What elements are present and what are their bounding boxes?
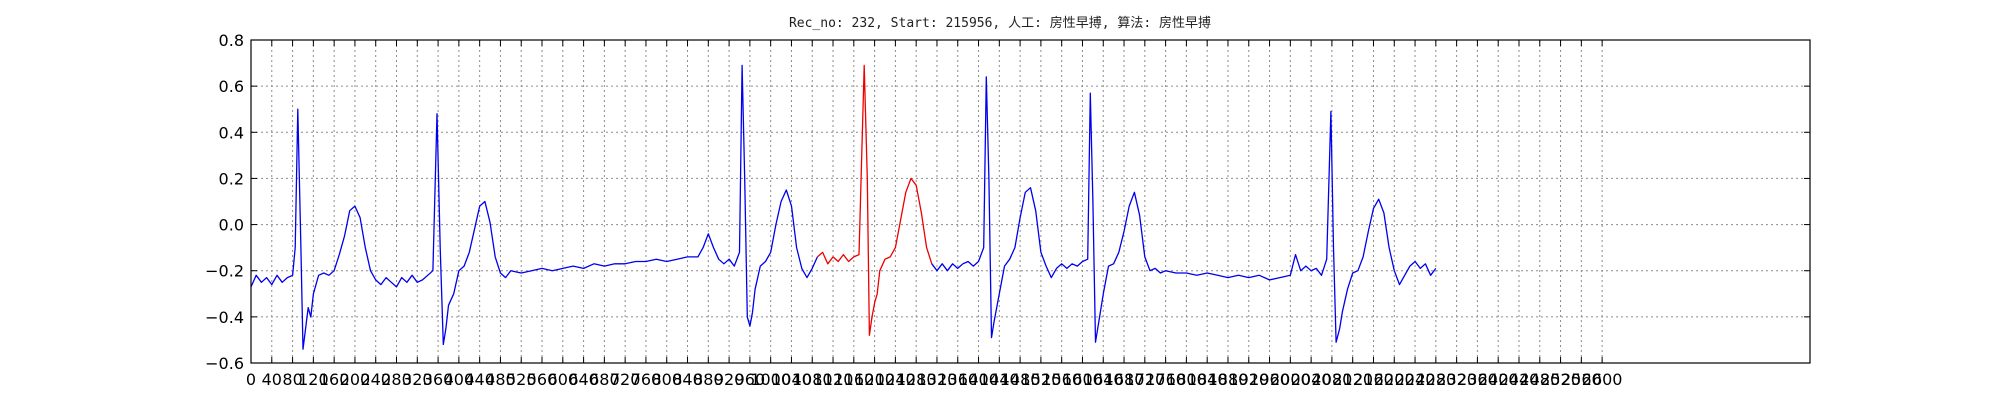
series-line-2 [816,64,933,336]
x-tick-label: 2200 [1374,370,1415,389]
x-tick-label: 1200 [854,370,895,389]
series-line-1 [250,64,818,350]
x-tick-label: 2240 [1395,370,1436,389]
series-line-3 [931,76,1437,343]
gridlines [250,39,1810,364]
x-tick-label: 1960 [1249,370,1290,389]
x-tick-label: 360 [423,370,454,389]
x-tick-label: 560 [527,370,558,389]
x-tick-label: 1840 [1187,370,1228,389]
x-tick-label: 640 [568,370,599,389]
y-tick-label: 0.8 [219,31,244,50]
x-tick-label: 720 [610,370,641,389]
x-tick-label: 600 [548,370,579,389]
x-tick-label: 520 [506,370,537,389]
x-tick-label: 480 [485,370,516,389]
x-tick-label: 320 [402,370,433,389]
y-axis-labels: −0.6 −0.4 −0.2 0.0 0.2 0.4 0.6 0.8 [205,31,244,373]
x-tick-label: 960 [735,370,766,389]
x-tick-label: 1440 [979,370,1020,389]
x-tick-label: 680 [589,370,620,389]
chart-title: Rec_no: 232, Start: 215956, 人工: 房性早搏, 算法… [789,15,1211,31]
x-tick-label: 1080 [792,370,833,389]
y-tick-label: 0.2 [219,169,244,188]
x-tick-label: 1000 [750,370,791,389]
x-tick-label: 2000 [1270,370,1311,389]
x-tick-label: 2400 [1478,370,1519,389]
x-tick-label: 920 [714,370,745,389]
x-tick-label: 40 [262,370,282,389]
x-tick-label: 1520 [1021,370,1062,389]
x-tick-label: 2360 [1457,370,1498,389]
x-tick-label: 200 [340,370,371,389]
x-tick-label: 1560 [1041,370,1082,389]
x-tick-label: 2560 [1561,370,1602,389]
x-tick-label: 400 [444,370,475,389]
x-tick-label: 800 [651,370,682,389]
y-tick-label: −0.4 [205,308,244,327]
x-tick-label: 1760 [1145,370,1186,389]
x-tick-label: 840 [672,370,703,389]
x-tick-label: 80 [282,370,302,389]
x-tick-label: 1640 [1083,370,1124,389]
x-tick-label: 2600 [1582,370,1623,389]
x-tick-label: 2280 [1415,370,1456,389]
x-tick-label: 2040 [1291,370,1332,389]
x-tick-label: 0 [246,370,256,389]
x-tick-label: 1040 [771,370,812,389]
x-tick-label: 1720 [1124,370,1165,389]
x-axis-labels: 0 40 8012016020024028032036040044048052056… [246,370,1623,389]
y-tick-label: 0.4 [219,123,244,142]
x-tick-label: 1160 [833,370,874,389]
x-tick-label: 1280 [896,370,937,389]
x-tick-label: 1480 [1000,370,1041,389]
x-tick-label: 1600 [1062,370,1103,389]
x-tick-label: 880 [693,370,724,389]
x-tick-label: 2120 [1332,370,1373,389]
x-tick-label: 240 [360,370,391,389]
plot-frame [250,39,1811,364]
x-tick-label: 280 [381,370,412,389]
x-tick-label: 2440 [1499,370,1540,389]
x-tick-label: 760 [631,370,662,389]
y-tick-label: −0.6 [205,354,244,373]
y-tick-label: −0.2 [205,262,244,281]
x-tick-label: 2480 [1519,370,1560,389]
y-tick-label: 0.6 [219,77,244,96]
x-tick-label: 1920 [1228,370,1269,389]
x-tick-label: 2080 [1312,370,1353,389]
y-tick-label: 0.0 [219,216,244,235]
x-tick-label: 1240 [875,370,916,389]
x-tick-label: 2320 [1436,370,1477,389]
x-tick-label: 160 [319,370,350,389]
x-tick-label: 1400 [958,370,999,389]
x-tick-label: 1360 [937,370,978,389]
x-tick-label: 440 [464,370,495,389]
x-tick-label: 120 [298,370,329,389]
x-tick-label: 1320 [917,370,958,389]
series-layer [250,64,1437,350]
x-tick-label: 1120 [813,370,854,389]
x-tick-label: 2520 [1540,370,1581,389]
x-tick-label: 1880 [1208,370,1249,389]
x-tick-label: 1800 [1166,370,1207,389]
x-tick-label: 1680 [1104,370,1145,389]
x-tick-label: 2160 [1353,370,1394,389]
